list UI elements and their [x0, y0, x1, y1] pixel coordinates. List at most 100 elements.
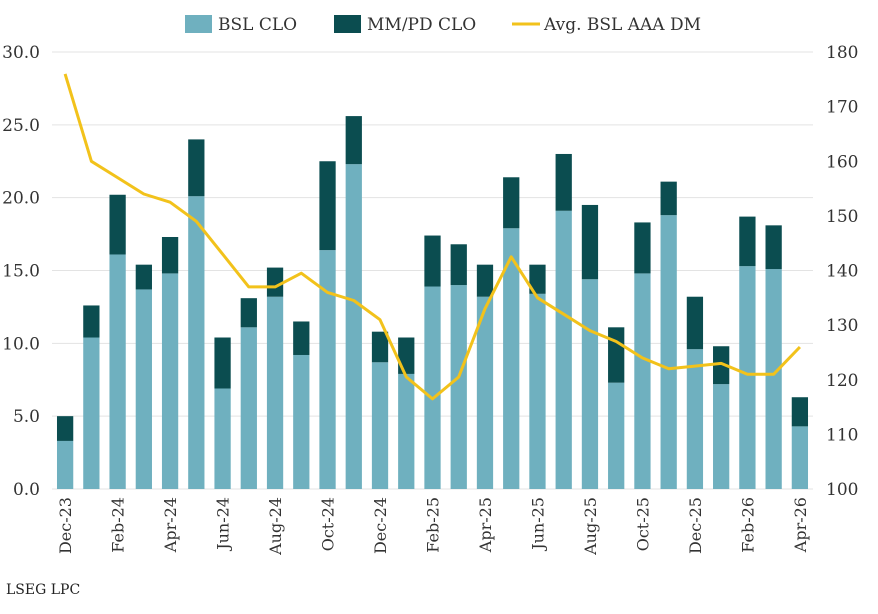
- bar-mm-pd-clo: [398, 337, 415, 374]
- legend-label: MM/PD CLO: [367, 15, 476, 35]
- bar-mm-pd-clo: [345, 116, 362, 165]
- bar-mm-pd-clo: [503, 177, 520, 229]
- x-tick-label: Feb-24: [109, 497, 128, 553]
- bar-bsl-clo: [581, 279, 599, 489]
- bar-mm-pd-clo: [319, 161, 336, 251]
- bar-bsl-clo: [135, 289, 152, 489]
- right-y-tick-label: 170: [826, 98, 858, 118]
- bar-mm-pd-clo: [293, 321, 310, 355]
- bar-series: [56, 116, 809, 490]
- bar-mm-pd-clo: [371, 331, 389, 363]
- x-tick-label: Dec-25: [686, 497, 705, 554]
- x-tick-label: Aug-25: [581, 497, 600, 556]
- left-y-tick-label: 20.0: [2, 189, 40, 209]
- right-y-tick-label: 150: [826, 207, 858, 227]
- bar-mm-pd-clo: [424, 235, 441, 287]
- left-y-tick-label: 15.0: [2, 262, 40, 282]
- bar-mm-pd-clo: [660, 181, 677, 216]
- bar-mm-pd-clo: [83, 305, 100, 338]
- bar-mm-pd-clo: [529, 264, 546, 294]
- bar-mm-pd-clo: [634, 222, 651, 274]
- bar-bsl-clo: [240, 327, 257, 489]
- x-tick-label: Apr-24: [161, 497, 180, 553]
- bar-mm-pd-clo: [240, 298, 257, 328]
- right-y-tick-label: 140: [826, 262, 858, 282]
- x-tick-label: Dec-24: [371, 497, 390, 554]
- bar-bsl-clo: [293, 354, 310, 489]
- bar-bsl-clo: [188, 196, 205, 489]
- left-y-tick-label: 25.0: [2, 116, 40, 136]
- bar-bsl-clo: [56, 440, 74, 489]
- bar-bsl-clo: [608, 382, 625, 489]
- x-tick-label: Jun-24: [214, 497, 233, 552]
- bar-bsl-clo: [109, 254, 126, 489]
- bar-bsl-clo: [398, 373, 415, 489]
- bar-bsl-clo: [529, 293, 546, 489]
- bar-bsl-clo: [266, 296, 284, 489]
- right-y-tick-label: 120: [826, 371, 858, 391]
- left-y-axis: 0.0 5.0 10.0 15.0 20.0 25.0 30.0: [2, 43, 40, 500]
- bar-mm-pd-clo: [56, 416, 74, 441]
- bar-bsl-clo: [686, 349, 704, 489]
- x-tick-label: Apr-26: [791, 497, 810, 553]
- bar-mm-pd-clo: [161, 236, 179, 274]
- bar-mm-pd-clo: [555, 153, 572, 211]
- x-tick-label: Feb-25: [424, 497, 443, 553]
- bar-bsl-clo: [371, 362, 389, 489]
- bar-mm-pd-clo: [686, 296, 704, 350]
- x-axis: Dec-23 Feb-24 Apr-24 Jun-24 Aug-24 Oct-24 Dec-…: [56, 497, 810, 556]
- left-y-tick-label: 30.0: [2, 43, 40, 63]
- legend-swatch-bsl-clo: [185, 15, 212, 33]
- bar-mm-pd-clo: [135, 264, 152, 290]
- x-tick-label: Aug-24: [266, 497, 285, 556]
- legend-label: BSL CLO: [218, 15, 297, 35]
- bar-bsl-clo: [765, 269, 782, 489]
- x-tick-label: Oct-25: [633, 497, 652, 551]
- bar-bsl-clo: [214, 388, 231, 489]
- right-y-axis: 100 110 120 130 140 150 160 170 180: [826, 43, 858, 500]
- right-y-tick-label: 130: [826, 316, 858, 336]
- legend: BSL CLO MM/PD CLO Avg. BSL AAA DM: [185, 15, 701, 35]
- bar-bsl-clo: [503, 228, 520, 490]
- bar-bsl-clo: [345, 164, 362, 489]
- bar-mm-pd-clo: [476, 264, 494, 297]
- bar-mm-pd-clo: [450, 244, 467, 286]
- line-avg-bsl-aaa-dm: [63, 73, 801, 401]
- bar-bsl-clo: [476, 296, 494, 489]
- right-y-tick-label: 110: [826, 425, 858, 445]
- bar-mm-pd-clo: [713, 346, 730, 385]
- source-note: LSEG LPC: [6, 582, 81, 598]
- left-y-tick-label: 10.0: [2, 334, 40, 354]
- bar-mm-pd-clo: [581, 204, 599, 280]
- line-series: [63, 73, 801, 401]
- bar-bsl-clo: [319, 250, 336, 489]
- legend-swatch-mm-pd-clo: [334, 15, 361, 33]
- x-tick-label: Jun-25: [528, 497, 547, 552]
- right-y-tick-label: 160: [826, 152, 858, 172]
- left-y-tick-label: 0.0: [13, 480, 40, 500]
- x-tick-label: Feb-26: [738, 497, 757, 553]
- bar-bsl-clo: [660, 215, 677, 489]
- bar-mm-pd-clo: [214, 337, 231, 389]
- bar-bsl-clo: [450, 285, 467, 489]
- bar-bsl-clo: [791, 426, 809, 489]
- bar-bsl-clo: [161, 273, 179, 489]
- bar-bsl-clo: [739, 266, 756, 489]
- bar-bsl-clo: [424, 286, 441, 489]
- bar-mm-pd-clo: [791, 397, 809, 427]
- bar-mm-pd-clo: [188, 139, 205, 197]
- right-y-tick-label: 180: [826, 43, 858, 63]
- x-tick-label: Apr-25: [476, 497, 495, 553]
- legend-label: Avg. BSL AAA DM: [543, 15, 701, 35]
- bar-bsl-clo: [555, 210, 572, 489]
- x-tick-label: Oct-24: [319, 497, 338, 551]
- right-y-tick-label: 100: [826, 480, 858, 500]
- bar-mm-pd-clo: [266, 267, 284, 297]
- bar-mm-pd-clo: [109, 194, 126, 255]
- x-tick-label: Dec-23: [56, 497, 75, 554]
- bar-bsl-clo: [83, 337, 100, 489]
- bar-mm-pd-clo: [608, 327, 625, 383]
- bar-mm-pd-clo: [765, 225, 782, 270]
- left-y-tick-label: 5.0: [13, 407, 40, 427]
